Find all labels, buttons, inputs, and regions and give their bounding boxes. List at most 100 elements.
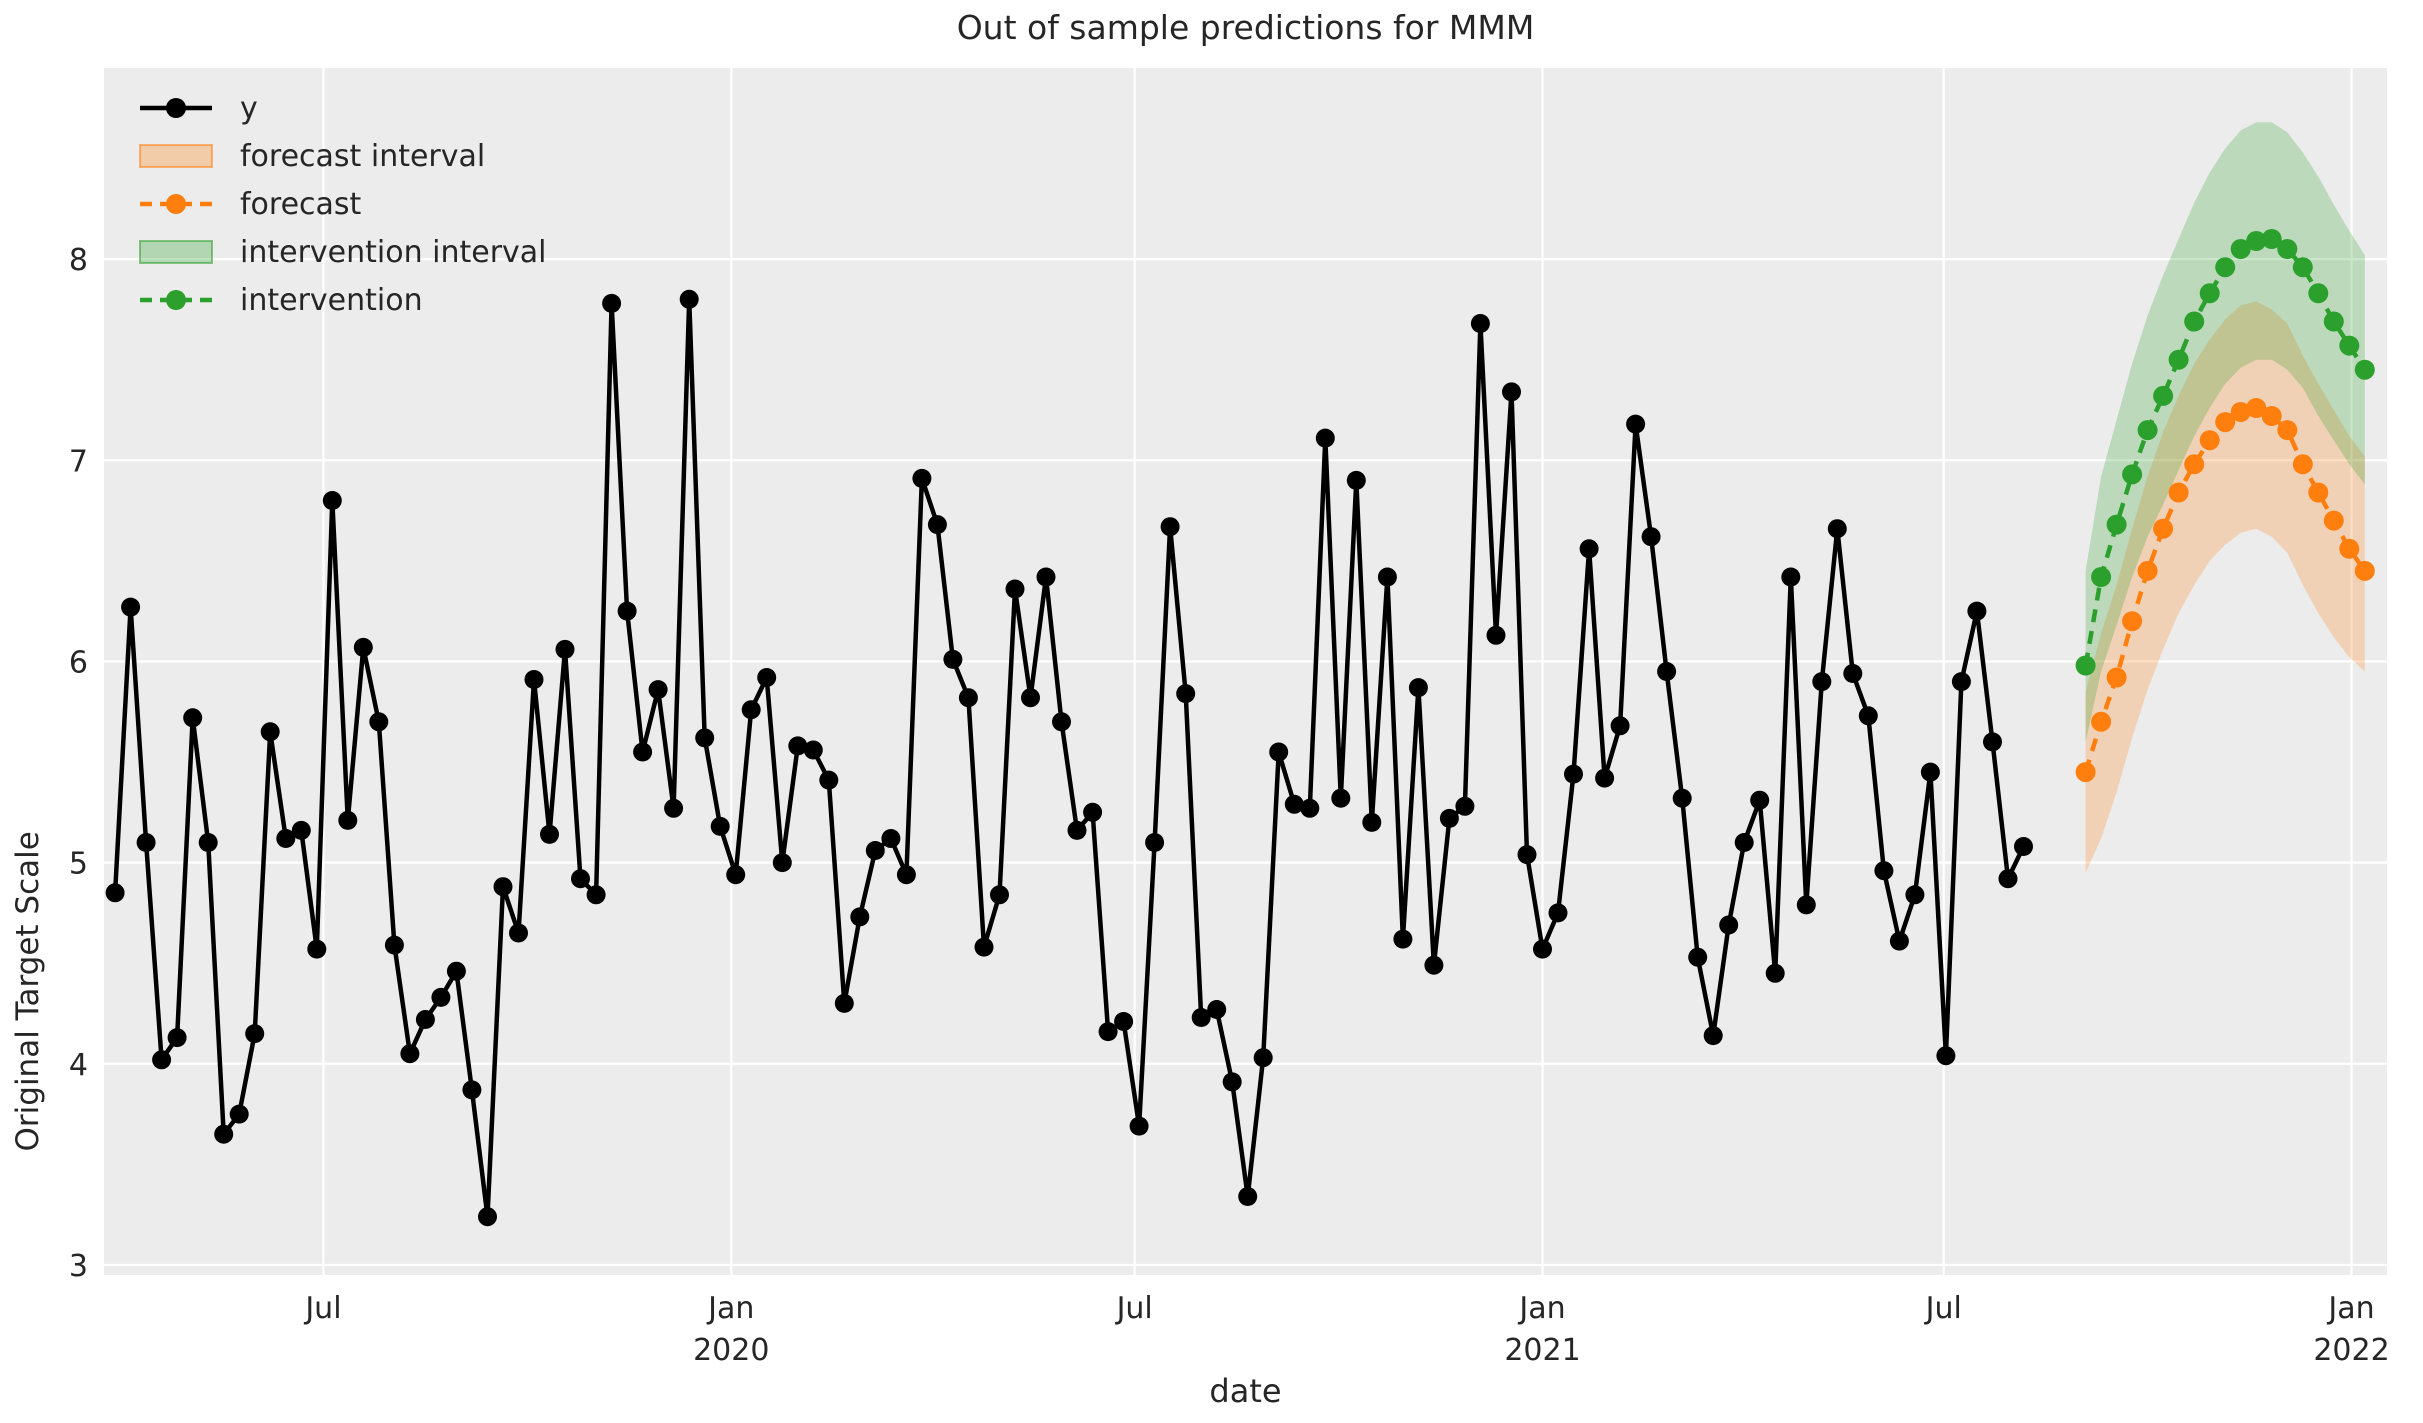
- y-series-marker: [1936, 1046, 1956, 1066]
- forecast-series-marker: [2339, 538, 2360, 559]
- y-series-marker: [1703, 1026, 1723, 1046]
- y-series-marker: [1021, 688, 1040, 708]
- y-series-marker: [958, 688, 978, 708]
- forecast-series-marker: [2323, 510, 2344, 531]
- y-series-marker: [679, 289, 699, 309]
- y-series-marker: [1145, 833, 1165, 852]
- y-series-marker: [1626, 414, 1646, 434]
- forecast-series-marker: [2215, 412, 2236, 433]
- y-series-marker: [710, 816, 730, 836]
- y-series-marker: [1750, 790, 1770, 810]
- y-series-marker: [1796, 895, 1816, 915]
- y-series-marker: [788, 736, 808, 756]
- y-series-marker: [307, 939, 327, 959]
- forecast-series-marker: [2277, 420, 2298, 441]
- intervention-series-marker: [2122, 464, 2143, 485]
- y-series-marker: [1067, 820, 1087, 840]
- y-series-marker: [1160, 517, 1180, 537]
- y-series-marker: [400, 1044, 420, 1064]
- x-tick-year-label: 2020: [693, 1333, 769, 1368]
- intervention-series-marker: [2339, 335, 2360, 356]
- forecast-series-marker: [2153, 518, 2174, 539]
- y-series-marker: [1098, 1022, 1118, 1042]
- y-series-marker: [1812, 672, 1832, 692]
- y-series-marker: [1362, 812, 1382, 832]
- x-tick-year-label: 2022: [2313, 1333, 2389, 1368]
- y-series-marker: [384, 935, 404, 955]
- y-series-marker: [1036, 567, 1056, 587]
- y-series-marker: [1858, 706, 1878, 726]
- y-axis-label: Original Target Scale: [10, 831, 46, 1152]
- intervention-series-marker: [2137, 420, 2158, 441]
- legend-item-intervention-interval: intervention interval: [136, 228, 547, 276]
- y-series-marker: [1005, 579, 1025, 599]
- y-series-marker: [540, 824, 559, 844]
- intervention-series-marker: [2292, 257, 2313, 278]
- y-tick-label: 6: [69, 645, 88, 680]
- y-series-marker: [726, 865, 746, 885]
- y-series-marker: [1207, 1000, 1227, 1019]
- y-series-marker: [446, 961, 466, 981]
- y-series-marker: [1424, 955, 1444, 975]
- y-series-marker: [431, 987, 451, 1007]
- y-series-marker: [229, 1104, 249, 1124]
- legend-label: intervention interval: [240, 234, 547, 270]
- x-tick-label: Jul: [303, 1291, 341, 1326]
- legend-label: forecast interval: [240, 138, 486, 174]
- intervention-series-marker: [2075, 655, 2096, 676]
- intervention-interval-patch-icon: [139, 240, 213, 264]
- y-series-marker: [912, 468, 932, 488]
- y-series-marker: [1331, 788, 1351, 808]
- y-series-marker: [1315, 428, 1335, 448]
- y-series-marker: [927, 515, 947, 535]
- y-series-marker: [1300, 798, 1320, 818]
- y-series-marker: [1129, 1116, 1149, 1136]
- y-series-marker: [1641, 527, 1661, 547]
- forecast-series-marker: [2091, 711, 2112, 732]
- y-series-marker: [1920, 762, 1940, 782]
- y-series-marker: [1967, 601, 1987, 621]
- y-series-marker: [276, 829, 296, 848]
- y-series-marker: [1052, 712, 1071, 732]
- y-series-marker: [1548, 903, 1568, 923]
- intervention-series-marker: [2308, 283, 2329, 304]
- intervention-series-marker: [2106, 514, 2127, 535]
- y-series-marker: [1470, 314, 1490, 333]
- y-series-marker: [1377, 567, 1397, 587]
- y-series-marker: [1393, 929, 1413, 949]
- y-series-marker: [974, 937, 994, 957]
- y-series-marker: [291, 820, 311, 840]
- x-tick-label: Jan: [1517, 1291, 1565, 1326]
- y-series-marker: [509, 923, 528, 943]
- y-series-marker: [1734, 833, 1754, 852]
- y-series-marker: [136, 833, 156, 852]
- y-series-marker: [152, 1050, 172, 1070]
- x-tick-label: Jul: [1924, 1291, 1962, 1326]
- legend-label: forecast: [240, 186, 362, 222]
- y-series-marker: [586, 885, 606, 905]
- y-series-marker: [1502, 382, 1521, 402]
- y-series-marker: [664, 798, 684, 818]
- chart-title: Out of sample predictions for MMM: [956, 8, 1535, 47]
- y-series-marker: [1533, 939, 1552, 959]
- y-series-marker: [1439, 808, 1459, 828]
- y-series-marker: [1889, 931, 1909, 951]
- x-tick-label: Jan: [2326, 1291, 2374, 1326]
- y-series-marker: [1408, 678, 1428, 698]
- y-series-marker: [1827, 519, 1847, 539]
- y-series-marker: [1191, 1008, 1211, 1027]
- y-series-marker: [648, 680, 668, 700]
- y-series-marker: [1269, 742, 1289, 762]
- y-series-marker: [493, 877, 513, 897]
- y-tick-label: 8: [69, 243, 88, 278]
- y-series-marker: [1874, 861, 1894, 881]
- y-series-marker: [478, 1207, 497, 1227]
- axes-background: [104, 68, 2387, 1275]
- y-series-marker: [1672, 788, 1692, 808]
- y-line-icon: [140, 98, 212, 118]
- y-series-marker: [1688, 947, 1708, 967]
- y-series-marker: [1517, 845, 1537, 865]
- y-series-marker: [1346, 470, 1366, 490]
